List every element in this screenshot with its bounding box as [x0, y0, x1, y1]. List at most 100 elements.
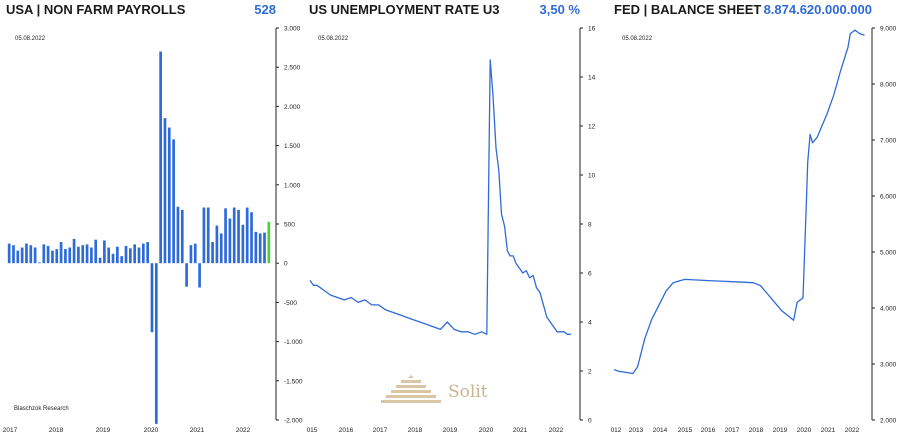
payrolls-bar — [206, 207, 210, 264]
unemployment-y-ticks: 16 14 12 10 8 6 4 2 0 — [580, 26, 596, 425]
payrolls-y-tick-label: -500 — [284, 300, 297, 307]
pyramid-logo-icon — [381, 375, 441, 403]
payrolls-bar — [172, 139, 175, 264]
payrolls-y-tick-label: 0 — [284, 261, 288, 268]
payrolls-bar — [163, 118, 167, 264]
payrolls-value-label: 528 — [254, 2, 276, 17]
payrolls-y-tick-label: 1.500 — [284, 143, 301, 150]
payrolls-bar — [241, 224, 245, 264]
unemployment-y-tick-label: 6 — [588, 271, 592, 278]
unemployment-y-tick-label: 8 — [588, 222, 592, 229]
fed-x-tick-label: 2019 — [773, 427, 788, 434]
fed-y-tick-label: 3.000 — [880, 362, 897, 369]
unemployment-y-tick-label: 14 — [588, 75, 596, 82]
payrolls-bar — [51, 250, 54, 264]
payrolls-y-tick-label: 2.500 — [284, 65, 301, 72]
payrolls-bar — [254, 231, 258, 264]
unemployment-x-tick-label: 2020 — [479, 427, 494, 434]
payrolls-bar — [68, 247, 72, 264]
payrolls-bar — [116, 246, 119, 264]
unemployment-y-tick-label: 0 — [588, 418, 592, 425]
payrolls-y-tick-label: 2.000 — [284, 104, 301, 111]
fed-x-tick-label: 2022 — [845, 427, 860, 434]
unemployment-x-tick-label: 2016 — [339, 427, 354, 434]
payrolls-bar — [237, 209, 240, 264]
payrolls-bar — [98, 257, 102, 264]
payrolls-title: USA | NON FARM PAYROLLS — [6, 2, 186, 17]
payrolls-bar — [46, 245, 50, 264]
panel-unemployment-rate: US UNEMPLOYMENT RATE U3 3,50 % 05.08.202… — [307, 2, 596, 434]
fed-x-tick-label: 2017 — [725, 427, 740, 434]
payrolls-bar — [159, 51, 162, 264]
payrolls-bar — [250, 212, 253, 264]
payrolls-bar — [7, 243, 11, 264]
payrolls-bar — [224, 208, 227, 264]
payrolls-bar — [245, 207, 249, 264]
payrolls-bar — [141, 243, 145, 264]
solit-watermark: Solit — [381, 375, 488, 403]
fed-y-tick-label: 2.000 — [880, 418, 897, 425]
payrolls-bar — [20, 247, 24, 264]
unemployment-x-tick-label: 2018 — [408, 427, 423, 434]
payrolls-bar — [232, 207, 236, 264]
payrolls-bar — [111, 253, 115, 264]
fed-title: FED | BALANCE SHEET — [614, 2, 761, 17]
payrolls-x-tick-label: 2018 — [49, 427, 64, 434]
unemployment-y-tick-label: 2 — [588, 369, 592, 376]
payrolls-bar — [211, 242, 214, 264]
unemployment-series-line — [309, 59, 571, 335]
fed-x-tick-label: 2016 — [701, 427, 716, 434]
payrolls-bar — [189, 245, 193, 264]
panel-non-farm-payrolls: USA | NON FARM PAYROLLS 528 05.08.2022 B… — [3, 2, 303, 434]
unemployment-x-tick-label: 015 — [307, 427, 318, 434]
unemployment-x-tick-label: 2021 — [513, 427, 528, 434]
payrolls-y-tick-label: 3.000 — [284, 26, 301, 33]
unemployment-value-label: 3,50 % — [540, 2, 581, 17]
fed-y-tick-label: 7.000 — [880, 138, 897, 145]
unemployment-x-tick-label: 2022 — [549, 427, 564, 434]
payrolls-bar — [185, 263, 188, 287]
watermark-text: Solit — [448, 382, 488, 402]
payrolls-bar — [150, 263, 154, 333]
payrolls-bar — [29, 245, 33, 264]
payrolls-bar — [167, 127, 171, 264]
payrolls-y-tick-label: -1.500 — [284, 378, 303, 385]
unemployment-y-tick-label: 4 — [588, 320, 592, 327]
payrolls-bar — [94, 239, 98, 264]
payrolls-y-ticks: 3.000 2.500 2.000 1.500 1.000 500 0 -500 -1.000 -… — [276, 26, 303, 425]
payrolls-y-tick-label: -1.000 — [284, 339, 303, 346]
payrolls-bar — [81, 245, 85, 264]
fed-y-tick-label: 9.000 — [880, 26, 897, 33]
payrolls-bar — [33, 247, 37, 264]
payrolls-bar — [258, 233, 262, 264]
fed-date: 05.08.2022 — [622, 36, 653, 42]
payrolls-bar — [38, 262, 41, 264]
unemployment-y-tick-label: 12 — [588, 124, 596, 131]
panel-fed-balance-sheet: FED | BALANCE SHEET 8.874.620.000.000 05… — [611, 2, 897, 434]
payrolls-bar — [154, 263, 158, 424]
unemployment-title: US UNEMPLOYMENT RATE U3 — [309, 2, 499, 17]
payrolls-bar — [16, 250, 20, 264]
payrolls-bar — [137, 247, 141, 264]
payrolls-date: 05.08.2022 — [15, 36, 46, 42]
fed-x-tick-label: 2020 — [797, 427, 812, 434]
payrolls-bar — [215, 225, 219, 264]
payrolls-bar — [107, 247, 111, 264]
unemployment-date: 05.08.2022 — [318, 36, 349, 42]
payrolls-x-ticks: 2017 2018 2019 2020 2021 2022 — [3, 427, 251, 434]
unemployment-y-tick-label: 10 — [588, 173, 596, 180]
payrolls-bar — [59, 242, 63, 264]
payrolls-bar — [129, 248, 132, 264]
payrolls-bar — [12, 245, 15, 264]
payrolls-bar — [228, 218, 232, 264]
fed-x-tick-label: 2013 — [629, 427, 644, 434]
fed-y-ticks: 9.000 8.000 7.000 6.000 5.000 4.000 3.000 2.000 — [872, 26, 897, 425]
payrolls-bar — [72, 238, 76, 264]
fed-x-tick-label: 012 — [611, 427, 622, 434]
payrolls-bar — [90, 247, 93, 264]
unemployment-x-tick-label: 2017 — [373, 427, 388, 434]
fed-series-line — [613, 29, 865, 375]
payrolls-bar — [180, 209, 184, 264]
payrolls-x-tick-label: 2017 — [3, 427, 18, 434]
payrolls-bars — [7, 51, 271, 424]
